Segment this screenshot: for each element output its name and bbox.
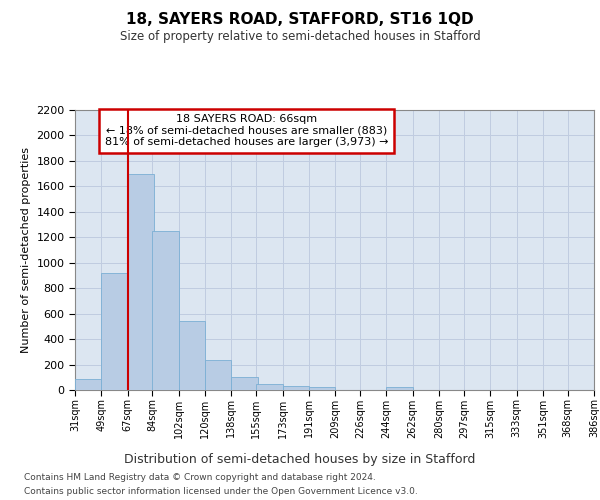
Text: 18, SAYERS ROAD, STAFFORD, ST16 1QD: 18, SAYERS ROAD, STAFFORD, ST16 1QD <box>126 12 474 28</box>
Text: Contains HM Land Registry data © Crown copyright and database right 2024.: Contains HM Land Registry data © Crown c… <box>24 472 376 482</box>
Bar <box>101 273 128 390</box>
Bar <box>128 174 154 390</box>
Bar <box>205 360 232 390</box>
Bar <box>386 388 413 390</box>
Text: 18 SAYERS ROAD: 66sqm
← 18% of semi-detached houses are smaller (883)
81% of sem: 18 SAYERS ROAD: 66sqm ← 18% of semi-deta… <box>104 114 388 148</box>
Bar <box>152 231 179 390</box>
Text: Distribution of semi-detached houses by size in Stafford: Distribution of semi-detached houses by … <box>124 452 476 466</box>
Bar <box>283 386 309 390</box>
Bar <box>256 384 283 390</box>
Bar <box>179 322 205 390</box>
Y-axis label: Number of semi-detached properties: Number of semi-detached properties <box>21 147 31 353</box>
Bar <box>232 378 258 390</box>
Text: Contains public sector information licensed under the Open Government Licence v3: Contains public sector information licen… <box>24 488 418 496</box>
Bar <box>75 378 101 390</box>
Bar <box>309 388 335 390</box>
Text: Size of property relative to semi-detached houses in Stafford: Size of property relative to semi-detach… <box>119 30 481 43</box>
